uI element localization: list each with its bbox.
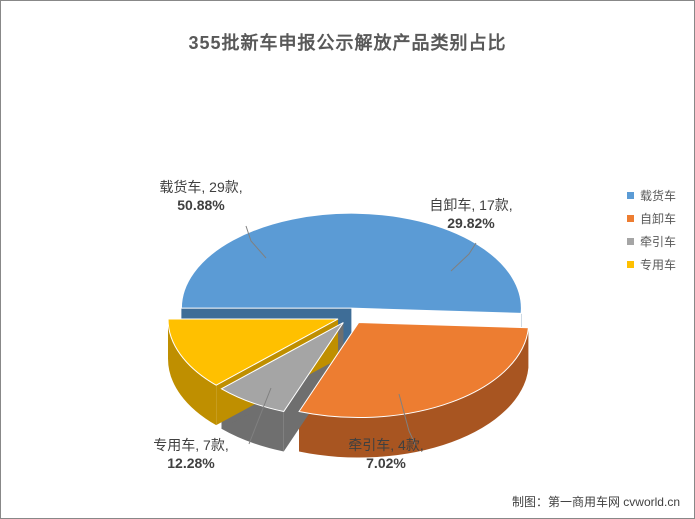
legend-label: 自卸车 xyxy=(640,210,676,227)
legend-label: 载货车 xyxy=(640,187,676,204)
pie-chart: 载货车, 29款,50.88%自卸车, 17款,29.82%牵引车, 4款,7.… xyxy=(51,86,551,446)
legend-item: 载货车 xyxy=(627,187,676,204)
legend-swatch xyxy=(627,261,634,268)
legend-label: 专用车 xyxy=(640,256,676,273)
legend-item: 牵引车 xyxy=(627,233,676,250)
chart-container: 355批新车申报公示解放产品类别占比 载货车, 29款,50.88% 自卸车, 1… xyxy=(0,0,695,519)
legend-label: 牵引车 xyxy=(640,233,676,250)
legend-swatch xyxy=(627,192,634,199)
slice-label: 专用车, 7款,12.28% xyxy=(153,436,228,472)
legend-swatch xyxy=(627,215,634,222)
slice-label: 自卸车, 17款,29.82% xyxy=(429,196,512,232)
legend-swatch xyxy=(627,238,634,245)
legend-item: 自卸车 xyxy=(627,210,676,227)
legend-item: 专用车 xyxy=(627,256,676,273)
chart-title: 355批新车申报公示解放产品类别占比 xyxy=(1,29,694,55)
slice-label: 牵引车, 4款,7.02% xyxy=(348,436,423,472)
slice-label: 载货车, 29款,50.88% xyxy=(159,178,242,214)
legend: 载货车自卸车牵引车专用车 xyxy=(627,181,676,279)
footer-credit: 制图：第一商用车网 cvworld.cn xyxy=(512,493,680,510)
